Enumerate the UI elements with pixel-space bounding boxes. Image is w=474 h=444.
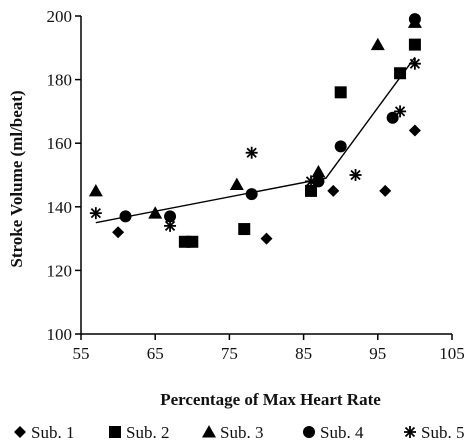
series-sub-5	[89, 57, 421, 232]
marker-diamond	[379, 184, 392, 197]
x-tick-label: 85	[295, 344, 312, 363]
asterisk-stroke	[409, 58, 421, 69]
marker-circle	[303, 426, 315, 438]
marker-square	[408, 38, 421, 51]
x-tick-label: 55	[73, 344, 90, 363]
y-tick-label: 140	[47, 198, 73, 217]
marker-diamond	[14, 426, 26, 438]
series-sub-1	[112, 124, 421, 245]
legend-label: Sub. 4	[320, 423, 364, 442]
marker-square	[305, 184, 318, 197]
marker-triangle	[229, 177, 244, 191]
series-sub-2	[178, 38, 421, 248]
marker-square	[394, 67, 407, 80]
marker-triangle	[311, 164, 326, 178]
marker-square	[186, 235, 199, 248]
marker-asterisk	[245, 146, 258, 159]
marker-triangle	[88, 184, 103, 197]
y-tick-label: 120	[47, 261, 73, 280]
x-tick-label: 105	[439, 344, 465, 363]
marker-square	[109, 426, 121, 438]
y-tick-label: 160	[47, 134, 73, 153]
x-tick-label: 95	[369, 344, 386, 363]
marker-circle	[408, 13, 421, 26]
legend-item: Sub. 2	[109, 423, 169, 442]
legend-label: Sub. 3	[220, 423, 263, 442]
marker-circle	[245, 188, 258, 201]
x-axis-title: Percentage of Max Heart Rate	[160, 390, 381, 409]
marker-asterisk	[349, 169, 362, 181]
x-tick-label: 65	[147, 344, 164, 363]
marker-asterisk	[164, 219, 177, 232]
marker-diamond	[260, 232, 273, 245]
marker-triangle	[202, 425, 216, 438]
marker-diamond	[327, 184, 340, 197]
marker-diamond	[408, 124, 421, 137]
y-tick-label: 200	[47, 7, 73, 26]
marker-asterisk	[404, 426, 416, 438]
marker-circle	[312, 175, 325, 188]
x-tick-label: 75	[221, 344, 238, 363]
data-points	[88, 13, 422, 248]
legend-label: Sub. 2	[126, 423, 169, 442]
legend-item: Sub. 4	[303, 423, 364, 442]
marker-circle	[334, 140, 347, 153]
y-axis-title: Stroke Volume (ml/beat)	[7, 90, 26, 267]
legend-item: Sub. 3	[202, 423, 263, 442]
marker-diamond	[112, 226, 125, 239]
series-sub-3	[88, 15, 422, 219]
asterisk-stroke	[90, 208, 101, 219]
legend-label: Sub. 5	[421, 423, 464, 442]
asterisk-stroke	[164, 220, 176, 232]
legend: Sub. 1 Sub. 2 Sub. 3 Sub. 4 Sub. 5	[14, 423, 464, 442]
axes: 100 120 140 160 180 200 55 65 75 85 95 105	[47, 7, 465, 363]
asterisk-stroke	[246, 147, 257, 158]
asterisk-stroke	[394, 106, 406, 117]
marker-circle	[164, 210, 177, 223]
marker-square	[334, 86, 347, 99]
trend-line-group	[95, 56, 416, 224]
marker-triangle	[148, 206, 163, 219]
marker-triangle	[370, 37, 385, 51]
marker-asterisk	[408, 57, 421, 70]
trend-line	[95, 56, 416, 224]
marker-asterisk	[394, 105, 407, 118]
asterisk-stroke	[350, 169, 361, 181]
marker-circle	[119, 210, 132, 223]
marker-asterisk	[305, 175, 318, 188]
marker-asterisk	[89, 207, 102, 220]
asterisk-stroke	[305, 176, 317, 187]
marker-square	[238, 223, 251, 236]
asterisk-stroke	[404, 426, 416, 438]
legend-item: Sub. 5	[404, 423, 464, 442]
legend-label: Sub. 1	[31, 423, 74, 442]
y-tick-label: 180	[47, 71, 73, 90]
y-tick-label: 100	[47, 325, 73, 344]
legend-item: Sub. 1	[14, 423, 74, 442]
